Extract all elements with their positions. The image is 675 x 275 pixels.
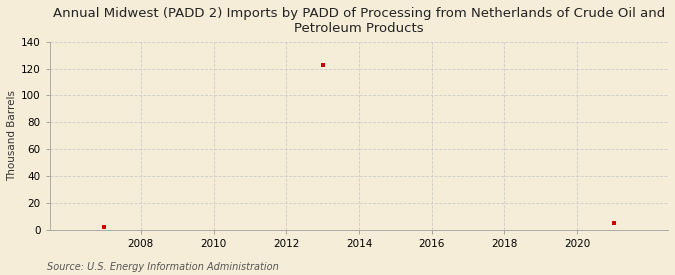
Title: Annual Midwest (PADD 2) Imports by PADD of Processing from Netherlands of Crude : Annual Midwest (PADD 2) Imports by PADD … [53,7,665,35]
Y-axis label: Thousand Barrels: Thousand Barrels [7,90,17,181]
Text: Source: U.S. Energy Information Administration: Source: U.S. Energy Information Administ… [47,262,279,272]
